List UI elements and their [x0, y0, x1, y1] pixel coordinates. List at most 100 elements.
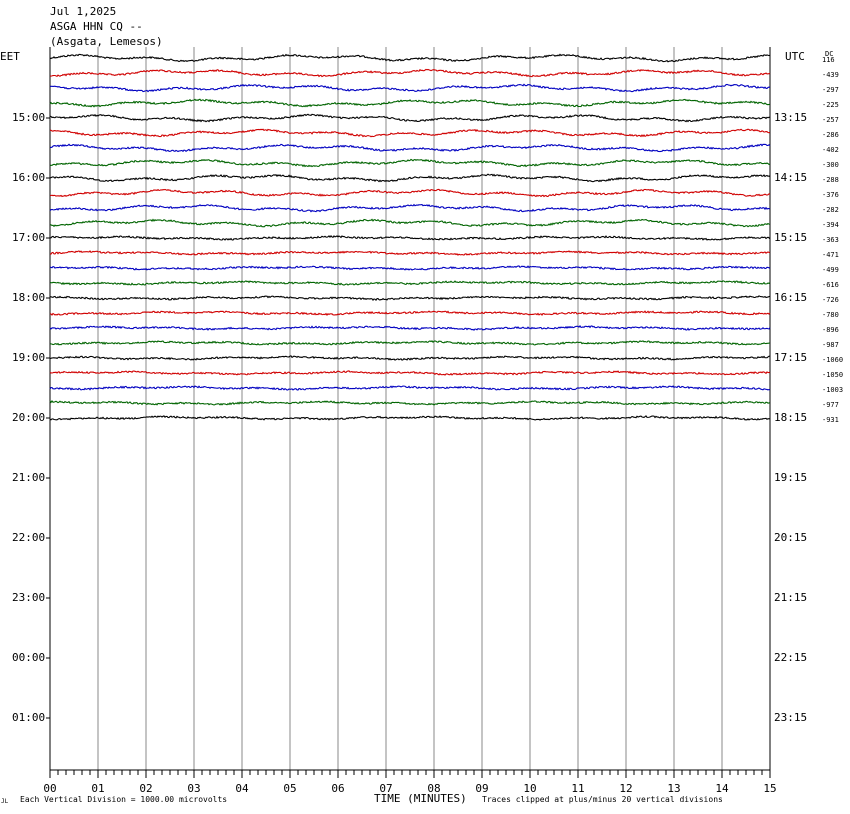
dc-offset-label: -439: [822, 71, 839, 79]
trace-row-22: [49, 385, 771, 391]
dc-offset-label: -394: [822, 221, 839, 229]
dc-offset-label: -896: [822, 326, 839, 334]
time-gridlines: [46, 47, 771, 770]
dc-offset-label: -225: [822, 101, 839, 109]
right-hour-label: 18:15: [774, 411, 808, 424]
x-tick-label: 01: [91, 782, 104, 795]
left-hour-label: 20:00: [12, 411, 46, 424]
trace-row-4: [49, 113, 771, 123]
station-location: (Asgata, Lemesos): [50, 35, 163, 48]
trace-row-20: [49, 355, 771, 361]
x-tick-label: 02: [139, 782, 152, 795]
trace-row-9: [49, 188, 771, 198]
left-hour-label: 21:00: [12, 471, 46, 484]
right-hour-label: 16:15: [774, 291, 808, 304]
trace-row-14: [49, 265, 771, 271]
plot-date: Jul 1,2025: [50, 5, 117, 18]
left-hour-label: 00:00: [12, 651, 46, 664]
left-hour-label: 18:00: [12, 291, 46, 304]
x-axis-title: TIME (MINUTES): [374, 792, 467, 805]
trace-row-10: [49, 203, 771, 213]
left-hour-label: 16:00: [12, 171, 46, 184]
dc-offset-label: -363: [822, 236, 839, 244]
right-hour-label: 14:15: [774, 171, 808, 184]
dc-offset-label: -286: [822, 131, 839, 139]
dc-offset-label: -726: [822, 296, 839, 304]
trace-row-2: [49, 83, 771, 93]
right-hour-label: 17:15: [774, 351, 808, 364]
trace-row-8: [49, 173, 771, 183]
trace-row-3: [49, 98, 771, 108]
dc-offset-label: -402: [822, 146, 839, 154]
x-tick-label: 11: [571, 782, 584, 795]
trace-row-24: [49, 415, 771, 421]
trace-row-7: [49, 158, 771, 168]
right-hour-label: 19:15: [774, 471, 808, 484]
dc-offset-label: -376: [822, 191, 839, 199]
left-hour-label: 23:00: [12, 591, 46, 604]
right-hour-label: 13:15: [774, 111, 808, 124]
dc-offset-label: -616: [822, 281, 839, 289]
right-hour-label: 22:15: [774, 651, 808, 664]
trace-row-0: [49, 53, 771, 63]
station-code: ASGA HHN CQ --: [50, 20, 143, 33]
dc-offset-label: -499: [822, 266, 839, 274]
trace-row-16: [49, 295, 771, 301]
left-hour-label: 15:00: [12, 111, 46, 124]
x-tick-label: 06: [331, 782, 344, 795]
dc-offset-label: -780: [822, 311, 839, 319]
trace-row-19: [49, 340, 771, 346]
dc-offset-label: -297: [822, 86, 839, 94]
dc-offset-label: -300: [822, 161, 839, 169]
dc-offset-label: 116: [822, 56, 835, 64]
left-hour-label: 01:00: [12, 711, 46, 724]
left-hour-label: 17:00: [12, 231, 46, 244]
dc-offset-label: -931: [822, 416, 839, 424]
trace-row-6: [49, 143, 771, 153]
right-hour-label: 15:15: [774, 231, 808, 244]
trace-row-18: [49, 324, 771, 331]
dc-label: DC: [825, 50, 834, 58]
x-tick-label: 12: [619, 782, 632, 795]
seismic-traces: [49, 53, 771, 421]
trace-row-5: [49, 128, 771, 138]
x-tick-label: 10: [523, 782, 536, 795]
trace-row-17: [49, 310, 771, 317]
trace-row-21: [49, 370, 771, 376]
x-tick-label: 04: [235, 782, 249, 795]
trace-row-13: [50, 250, 771, 256]
x-tick-label: 14: [715, 782, 729, 795]
vertical-scale-note: Each Vertical Division = 1000.00 microvo…: [20, 795, 228, 804]
right-hour-label: 20:15: [774, 531, 808, 544]
dc-offset-label: -1003: [822, 386, 844, 394]
left-timezone-label: EET: [0, 50, 20, 63]
trace-row-12: [49, 235, 771, 241]
right-hour-label: 21:15: [774, 591, 808, 604]
right-timezone-label: UTC: [785, 50, 805, 63]
x-tick-label: 15: [763, 782, 776, 795]
corner-mark: JL: [1, 798, 9, 805]
x-tick-label: 00: [43, 782, 56, 795]
dc-offset-label: -1050: [822, 371, 844, 379]
dc-offset-label: -282: [822, 206, 839, 214]
x-tick-label: 03: [187, 782, 200, 795]
clip-note: Traces clipped at plus/minus 20 vertical…: [482, 795, 723, 804]
right-hour-label: 23:15: [774, 711, 808, 724]
trace-row-15: [49, 280, 771, 286]
left-hour-label: 19:00: [12, 351, 46, 364]
dc-offset-label: -987: [822, 341, 839, 349]
dc-offset-label: -471: [822, 251, 839, 259]
trace-row-11: [49, 218, 771, 228]
x-tick-label: 09: [475, 782, 488, 795]
dc-offset-label: -977: [822, 401, 839, 409]
x-axis: 00 01 02 03 04 05 06 07 08 09 10 11 12 13 14 15: [43, 769, 777, 795]
x-tick-label: 08: [427, 782, 440, 795]
left-hour-label: 22:00: [12, 531, 46, 544]
trace-row-1: [49, 68, 771, 78]
trace-row-23: [49, 400, 771, 406]
dc-offset-label: -1060: [822, 356, 844, 364]
x-tick-label: 05: [283, 782, 296, 795]
x-tick-label: 07: [379, 782, 392, 795]
x-tick-label: 13: [667, 782, 680, 795]
